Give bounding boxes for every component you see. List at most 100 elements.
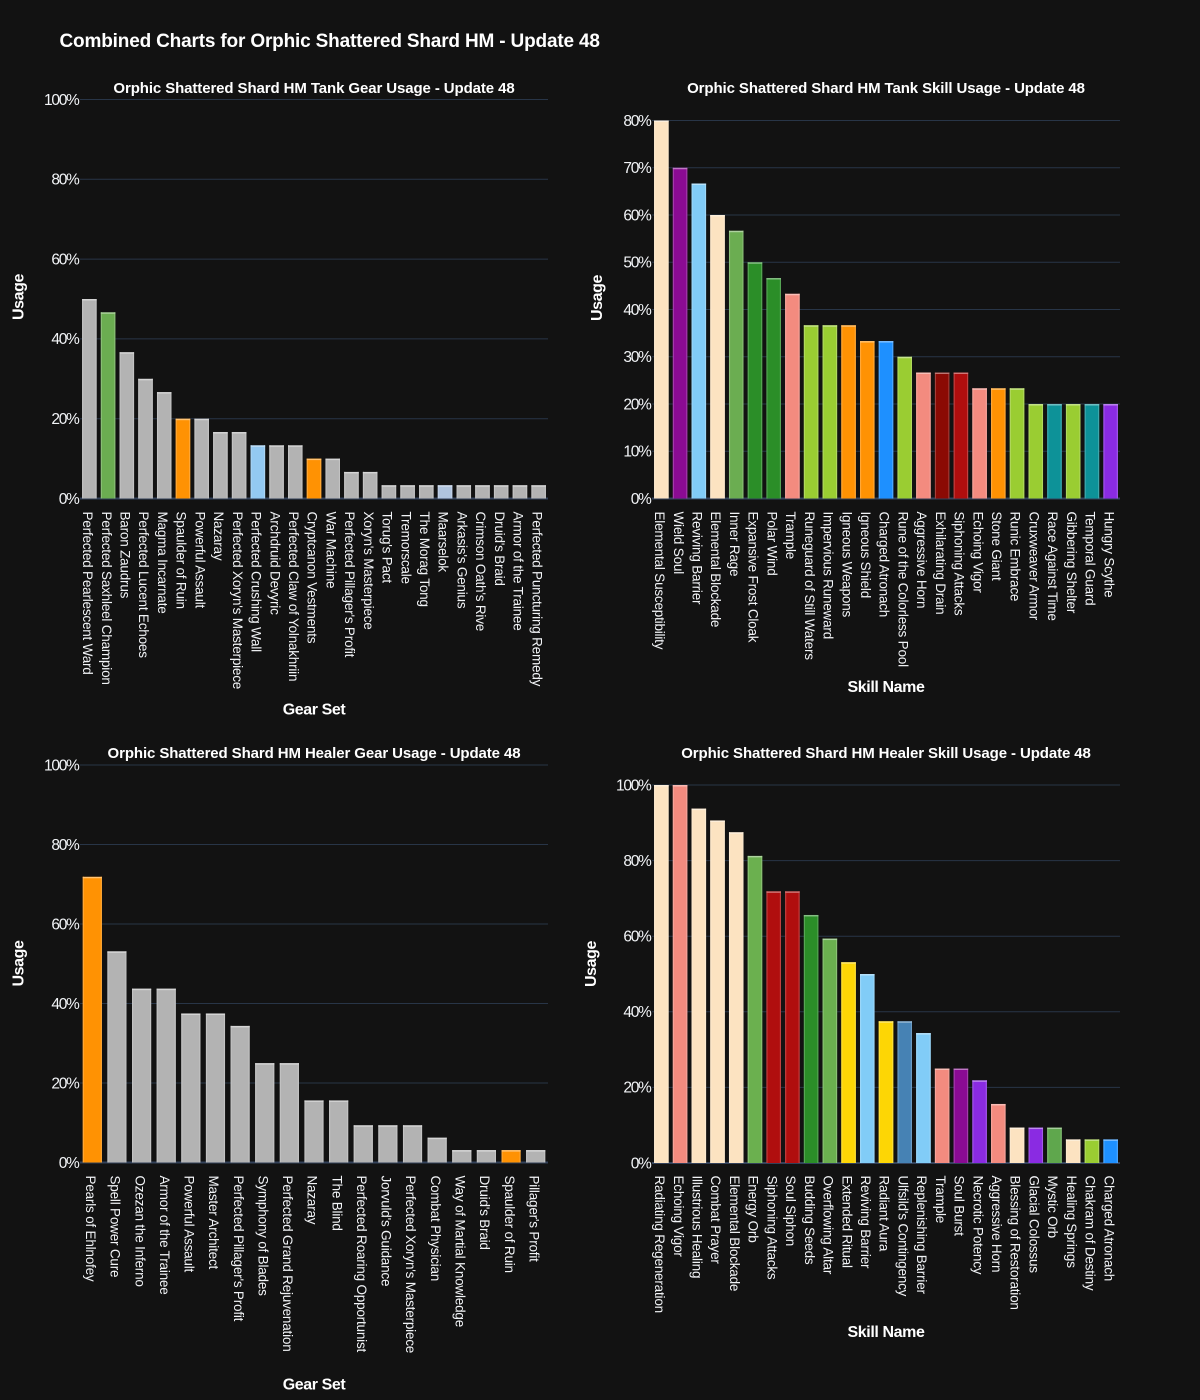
svg-text:Expansive Frost Cloak: Expansive Frost Cloak xyxy=(746,512,761,643)
svg-text:Arkasis's Genius: Arkasis's Genius xyxy=(454,512,469,609)
svg-text:Pearls of Ehlnofey: Pearls of Ehlnofey xyxy=(83,1176,98,1282)
svg-text:Combat Prayer: Combat Prayer xyxy=(708,1176,723,1265)
svg-text:Usage: Usage xyxy=(11,273,28,320)
svg-text:60%: 60% xyxy=(51,916,80,933)
svg-text:Combat Physician: Combat Physician xyxy=(428,1176,443,1282)
svg-text:Skill Name: Skill Name xyxy=(848,1324,925,1341)
svg-text:60%: 60% xyxy=(51,251,80,268)
svg-text:Orphic Shattered Shard HM Heal: Orphic Shattered Shard HM Healer Gear Us… xyxy=(108,745,521,762)
svg-text:The Morag Tong: The Morag Tong xyxy=(417,512,432,607)
svg-text:Nazaray: Nazaray xyxy=(211,512,226,561)
svg-text:Armor of the Trainee: Armor of the Trainee xyxy=(157,1176,172,1295)
svg-text:Inner Rage: Inner Rage xyxy=(727,512,742,577)
svg-text:60%: 60% xyxy=(623,929,652,946)
svg-text:Perfected Pillager's Profit: Perfected Pillager's Profit xyxy=(231,1176,246,1322)
svg-text:Symphony of Blades: Symphony of Blades xyxy=(255,1176,270,1297)
svg-text:Cryptcanon Vestments: Cryptcanon Vestments xyxy=(305,512,320,644)
svg-text:Perfected Pillager's Profit: Perfected Pillager's Profit xyxy=(342,512,357,658)
svg-text:Usage: Usage xyxy=(583,940,600,987)
svg-text:Combined Charts for Orphic Sha: Combined Charts for Orphic Shattered Sha… xyxy=(60,31,600,52)
svg-text:Spell Power Cure: Spell Power Cure xyxy=(108,1176,123,1278)
svg-text:Druid's Braid: Druid's Braid xyxy=(492,512,507,586)
svg-text:20%: 20% xyxy=(51,1075,80,1092)
svg-text:Elemental Blockade: Elemental Blockade xyxy=(708,512,723,628)
svg-text:Echoing Vigor: Echoing Vigor xyxy=(970,512,985,594)
svg-text:20%: 20% xyxy=(623,396,652,413)
svg-text:Tremorscale: Tremorscale xyxy=(398,512,413,584)
svg-text:80%: 80% xyxy=(51,837,80,854)
svg-text:Spaulder of Ruin: Spaulder of Ruin xyxy=(174,512,189,609)
svg-text:Charged Atronach: Charged Atronach xyxy=(1101,1176,1116,1282)
svg-text:Reviving Barrier: Reviving Barrier xyxy=(690,512,705,606)
svg-text:70%: 70% xyxy=(623,160,652,177)
svg-text:Master Architect: Master Architect xyxy=(206,1176,221,1270)
svg-text:Perfected Roaring Opportunist: Perfected Roaring Opportunist xyxy=(354,1176,369,1353)
svg-text:Archdruid Devyric: Archdruid Devyric xyxy=(267,512,282,616)
svg-text:50%: 50% xyxy=(623,255,652,272)
svg-text:10%: 10% xyxy=(623,444,652,461)
svg-text:Soul Burst: Soul Burst xyxy=(952,1176,967,1237)
svg-text:Mystic Orb: Mystic Orb xyxy=(1045,1176,1060,1239)
svg-text:Perfected Lucent Echoes: Perfected Lucent Echoes xyxy=(136,512,151,659)
svg-text:40%: 40% xyxy=(51,331,80,348)
svg-text:20%: 20% xyxy=(51,411,80,428)
svg-text:Polar Wind: Polar Wind xyxy=(764,512,779,576)
svg-text:40%: 40% xyxy=(623,1004,652,1021)
svg-text:Magma Incarnate: Magma Incarnate xyxy=(155,512,170,614)
svg-text:Replenishing Barrier: Replenishing Barrier xyxy=(914,1176,929,1295)
svg-text:Powerful Assault: Powerful Assault xyxy=(192,512,207,609)
svg-text:Reviving Barrier: Reviving Barrier xyxy=(858,1176,873,1270)
svg-text:Way of Martial Knowledge: Way of Martial Knowledge xyxy=(452,1176,467,1328)
svg-text:Crimson Oath's Rive: Crimson Oath's Rive xyxy=(473,512,488,632)
svg-text:80%: 80% xyxy=(623,113,652,130)
svg-text:Radiating Regeneration: Radiating Regeneration xyxy=(652,1176,667,1313)
svg-text:Maarselok: Maarselok xyxy=(436,512,451,573)
svg-text:Trample: Trample xyxy=(783,512,798,560)
svg-text:Nazaray: Nazaray xyxy=(305,1176,320,1225)
svg-text:Wield Soul: Wield Soul xyxy=(671,512,686,575)
svg-text:Healing Springs: Healing Springs xyxy=(1064,1176,1079,1269)
svg-text:Perfected Grand Rejuvenation: Perfected Grand Rejuvenation xyxy=(280,1176,295,1352)
svg-text:Powerful Assault: Powerful Assault xyxy=(182,1176,197,1273)
svg-text:Perfected Xoryn's Masterpiece: Perfected Xoryn's Masterpiece xyxy=(230,512,245,690)
svg-text:Spaulder of Ruin: Spaulder of Ruin xyxy=(502,1176,517,1273)
svg-text:100%: 100% xyxy=(44,757,80,774)
svg-text:Elemental Susceptibility: Elemental Susceptibility xyxy=(652,512,667,650)
svg-text:The Blind: The Blind xyxy=(329,1176,344,1231)
svg-text:20%: 20% xyxy=(623,1080,652,1097)
svg-text:Extended Ritual: Extended Ritual xyxy=(839,1176,854,1269)
svg-text:0%: 0% xyxy=(59,491,80,508)
svg-text:Jorvuld's Guidance: Jorvuld's Guidance xyxy=(379,1176,394,1287)
svg-text:Skill Name: Skill Name xyxy=(848,679,925,696)
svg-text:Aggressive Horn: Aggressive Horn xyxy=(914,512,929,609)
svg-text:Perfected Pearlescent Ward: Perfected Pearlescent Ward xyxy=(80,512,95,675)
svg-text:100%: 100% xyxy=(616,777,652,794)
svg-text:Gear Set: Gear Set xyxy=(283,702,347,719)
svg-text:Druid's Braid: Druid's Braid xyxy=(477,1176,492,1250)
svg-text:Necrotic Potency: Necrotic Potency xyxy=(970,1176,985,1275)
svg-text:Chakram of Destiny: Chakram of Destiny xyxy=(1083,1176,1098,1291)
svg-text:Siphoning Attacks: Siphoning Attacks xyxy=(764,1176,779,1280)
svg-text:Glacial Colossus: Glacial Colossus xyxy=(1026,1176,1041,1274)
svg-text:0%: 0% xyxy=(631,1155,652,1172)
svg-text:0%: 0% xyxy=(631,491,652,508)
svg-text:Perfected Crushing Wall: Perfected Crushing Wall xyxy=(249,512,264,653)
svg-text:Impervious Runeward: Impervious Runeward xyxy=(821,512,836,640)
svg-text:Usage: Usage xyxy=(589,274,606,321)
svg-text:80%: 80% xyxy=(623,853,652,870)
svg-text:Runic Embrace: Runic Embrace xyxy=(1008,512,1023,602)
svg-text:Torug's Pact: Torug's Pact xyxy=(380,512,395,584)
svg-text:Race Against Time: Race Against Time xyxy=(1045,512,1060,621)
svg-text:40%: 40% xyxy=(51,996,80,1013)
svg-text:30%: 30% xyxy=(623,349,652,366)
svg-text:Xoryn's Masterpiece: Xoryn's Masterpiece xyxy=(361,512,376,630)
svg-text:Blessing of Restoration: Blessing of Restoration xyxy=(1008,1176,1023,1310)
svg-text:Radiant Aura: Radiant Aura xyxy=(877,1176,892,1252)
svg-text:Overflowing Altar: Overflowing Altar xyxy=(821,1176,836,1275)
svg-text:Temporal Guard: Temporal Guard xyxy=(1083,512,1098,606)
svg-text:Perfected Xoryn's Masterpiece: Perfected Xoryn's Masterpiece xyxy=(403,1176,418,1354)
svg-text:Armor of the Trainee: Armor of the Trainee xyxy=(511,512,526,631)
svg-text:40%: 40% xyxy=(623,302,652,319)
svg-text:Soul Siphon: Soul Siphon xyxy=(783,1176,798,1247)
svg-text:War Machine: War Machine xyxy=(323,512,338,589)
